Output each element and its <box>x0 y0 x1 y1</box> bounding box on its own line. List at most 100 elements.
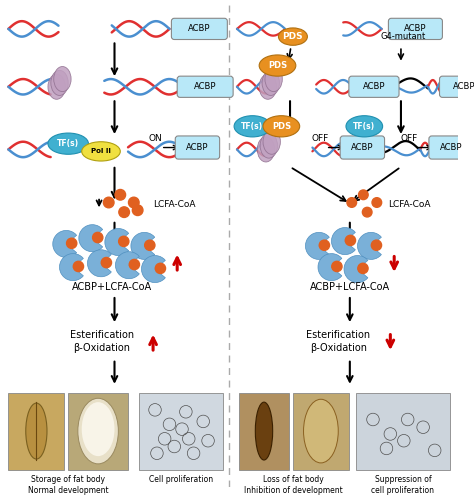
Text: Pol II: Pol II <box>91 148 111 154</box>
Text: ACBP: ACBP <box>404 25 427 34</box>
Text: Loss of fat body
Inhibition of development: Loss of fat body Inhibition of developme… <box>244 475 342 495</box>
Ellipse shape <box>82 402 115 456</box>
FancyBboxPatch shape <box>138 392 223 469</box>
Text: Esterification: Esterification <box>70 330 134 340</box>
Circle shape <box>358 190 368 199</box>
Ellipse shape <box>265 67 283 92</box>
Text: ACBP: ACBP <box>363 82 385 91</box>
Circle shape <box>132 205 143 215</box>
Ellipse shape <box>82 142 120 161</box>
Text: ON: ON <box>148 134 162 143</box>
Wedge shape <box>88 250 111 277</box>
Ellipse shape <box>48 133 89 154</box>
Circle shape <box>66 238 77 248</box>
Ellipse shape <box>260 133 277 158</box>
Text: OFF: OFF <box>311 134 328 143</box>
Text: ACBP: ACBP <box>186 143 209 152</box>
Circle shape <box>101 258 111 268</box>
FancyBboxPatch shape <box>388 19 442 40</box>
Ellipse shape <box>234 116 271 137</box>
Circle shape <box>73 262 83 272</box>
Ellipse shape <box>262 70 280 96</box>
Wedge shape <box>60 254 83 281</box>
Ellipse shape <box>51 70 68 96</box>
Circle shape <box>358 263 368 274</box>
FancyBboxPatch shape <box>175 136 219 159</box>
FancyBboxPatch shape <box>293 392 349 469</box>
Circle shape <box>371 240 382 250</box>
FancyBboxPatch shape <box>9 392 64 469</box>
Circle shape <box>129 260 139 270</box>
Ellipse shape <box>26 403 47 459</box>
Text: Esterification: Esterification <box>306 330 370 340</box>
Circle shape <box>319 240 329 250</box>
Text: PDS: PDS <box>268 61 287 70</box>
Circle shape <box>145 240 155 250</box>
Wedge shape <box>318 254 342 281</box>
Text: PDS: PDS <box>272 122 291 131</box>
FancyBboxPatch shape <box>429 136 473 159</box>
FancyBboxPatch shape <box>239 392 289 469</box>
Text: Suppression of
cell proliferation: Suppression of cell proliferation <box>371 475 434 495</box>
Text: Cell proliferation: Cell proliferation <box>149 475 213 484</box>
Text: LCFA-CoA: LCFA-CoA <box>153 200 196 209</box>
Circle shape <box>155 263 165 274</box>
Circle shape <box>347 198 356 207</box>
Text: ACBP: ACBP <box>188 25 210 34</box>
Wedge shape <box>53 230 77 258</box>
Text: PDS: PDS <box>283 32 303 41</box>
Circle shape <box>372 198 382 207</box>
Ellipse shape <box>278 28 308 45</box>
FancyBboxPatch shape <box>68 392 128 469</box>
Text: ACBP+LCFA-CoA: ACBP+LCFA-CoA <box>72 283 152 293</box>
Ellipse shape <box>263 116 300 137</box>
FancyBboxPatch shape <box>340 136 384 159</box>
Text: ACBP: ACBP <box>351 143 374 152</box>
Text: β-Oxidation: β-Oxidation <box>310 343 367 353</box>
FancyBboxPatch shape <box>177 76 233 97</box>
Ellipse shape <box>346 116 383 137</box>
Text: TF(s): TF(s) <box>241 122 264 131</box>
Text: ACBP: ACBP <box>194 82 217 91</box>
Ellipse shape <box>78 398 118 464</box>
Circle shape <box>119 207 129 217</box>
Circle shape <box>92 232 103 242</box>
Text: ACBP: ACBP <box>440 143 462 152</box>
Ellipse shape <box>257 137 274 162</box>
Text: LCFA-CoA: LCFA-CoA <box>388 200 431 209</box>
Circle shape <box>362 207 372 217</box>
Ellipse shape <box>48 74 65 99</box>
Text: G4-mutant: G4-mutant <box>380 32 426 41</box>
Circle shape <box>115 189 126 200</box>
Circle shape <box>128 197 139 208</box>
Wedge shape <box>344 256 368 283</box>
Wedge shape <box>105 228 129 256</box>
FancyBboxPatch shape <box>172 19 228 40</box>
FancyBboxPatch shape <box>439 76 474 97</box>
Wedge shape <box>131 232 155 260</box>
Circle shape <box>103 197 114 208</box>
Text: Storage of fat body
Normal development: Storage of fat body Normal development <box>28 475 109 495</box>
Circle shape <box>118 236 129 246</box>
Wedge shape <box>357 232 382 260</box>
FancyBboxPatch shape <box>356 392 450 469</box>
Text: ACBP: ACBP <box>453 82 474 91</box>
Circle shape <box>345 235 356 245</box>
Text: TF(s): TF(s) <box>57 139 79 148</box>
Ellipse shape <box>263 129 281 154</box>
Wedge shape <box>79 224 103 252</box>
Wedge shape <box>331 227 356 255</box>
Circle shape <box>332 262 342 272</box>
Wedge shape <box>305 232 329 260</box>
Ellipse shape <box>259 55 296 76</box>
Text: TF(s): TF(s) <box>353 122 375 131</box>
Wedge shape <box>142 256 165 283</box>
Ellipse shape <box>255 402 273 460</box>
Text: β-Oxidation: β-Oxidation <box>73 343 130 353</box>
Ellipse shape <box>303 399 338 463</box>
Text: ACBP+LCFA-CoA: ACBP+LCFA-CoA <box>310 283 390 293</box>
Text: OFF: OFF <box>400 134 417 143</box>
FancyBboxPatch shape <box>349 76 399 97</box>
Ellipse shape <box>54 67 71 92</box>
Wedge shape <box>116 252 139 279</box>
